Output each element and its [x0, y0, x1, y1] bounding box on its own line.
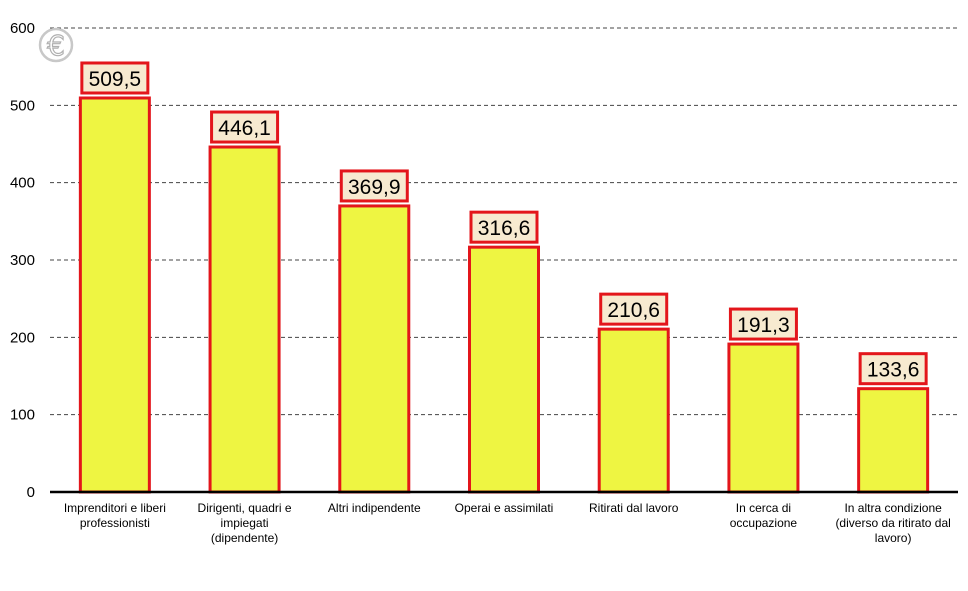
x-tick-label: Altri indipendente — [328, 501, 421, 515]
data-label: 509,5 — [89, 68, 142, 91]
y-tick-label: 300 — [10, 252, 35, 269]
bar — [208, 145, 281, 494]
data-label-box — [728, 307, 798, 341]
data-label: 446,1 — [218, 117, 271, 140]
data-label-box — [469, 210, 539, 244]
data-label: 133,6 — [867, 359, 920, 382]
svg-text:€: € — [47, 29, 65, 62]
bar — [857, 387, 930, 494]
data-label: 369,9 — [348, 176, 401, 199]
data-label-box — [80, 61, 150, 95]
data-label-box — [339, 169, 409, 203]
euro-icon: € — [38, 27, 74, 63]
y-tick-label: 600 — [10, 20, 35, 37]
category-labels: Imprenditori e liberi professionisti Dirig… — [64, 501, 951, 545]
x-tick-label: In altra condizione (diverso da ritirato … — [835, 501, 950, 545]
y-tick-label: 400 — [10, 175, 35, 192]
bar — [727, 342, 800, 494]
data-label: 191,3 — [737, 314, 790, 337]
data-label-box — [858, 352, 928, 386]
bar — [468, 245, 540, 494]
data-label: 210,6 — [607, 299, 660, 322]
data-label-box — [599, 292, 669, 326]
x-tick-label: Imprenditori e liberi professionisti — [64, 501, 166, 530]
y-tick-label: 500 — [10, 97, 35, 114]
bar — [338, 204, 411, 494]
bars — [78, 96, 930, 494]
data-labels: 509,5 446,1 369,9 316,6 210,6 191,3 133,6 — [80, 61, 928, 386]
y-axis-ticks: 0 100 200 300 400 500 600 — [10, 20, 35, 501]
data-label-box — [210, 110, 280, 144]
y-tick-label: 100 — [10, 407, 35, 424]
gridlines — [50, 27, 958, 416]
y-tick-label: 0 — [27, 484, 35, 501]
data-label: 316,6 — [478, 217, 531, 240]
bar — [78, 96, 151, 494]
x-tick-label: In cerca di occupazione — [730, 501, 798, 530]
bar — [597, 327, 670, 494]
x-tick-label: Operai e assimilati — [455, 501, 554, 515]
x-tick-label: Ritirati dal lavoro — [589, 501, 679, 515]
y-tick-label: 200 — [10, 329, 35, 346]
x-tick-label: Dirigenti, quadri e impiegati (dipendente) — [198, 501, 292, 545]
